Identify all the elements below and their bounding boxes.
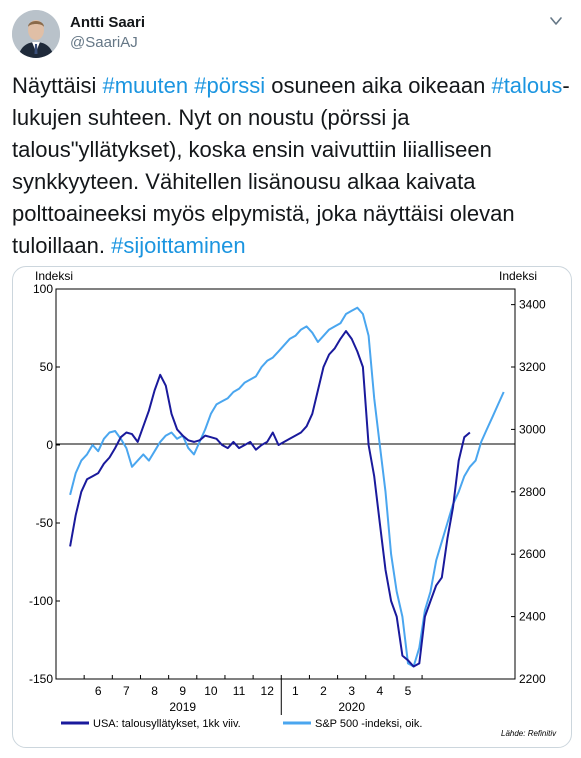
right-tick-label: 3200 (519, 360, 546, 374)
x-tick-label: 11 (233, 684, 246, 698)
series-line-sp500 (69, 306, 505, 668)
tweet-text-segment: osuneen aika oikeaan (265, 73, 492, 98)
plot-frame (55, 288, 516, 680)
avatar[interactable] (12, 10, 60, 58)
x-tick-label: 9 (179, 684, 186, 698)
hashtag-link[interactable]: #sijoittaminen (111, 233, 246, 258)
legend: USA: talousyllätykset, 1kk viiv. S&P 500… (61, 718, 422, 730)
x-tick-label: 1 (292, 684, 299, 698)
right-tick-label: 2400 (519, 610, 546, 624)
right-axis-label: Indeksi (499, 269, 537, 283)
year-label: 2020 (338, 700, 365, 714)
x-tick-label: 2 (320, 684, 327, 698)
x-tick-label: 8 (151, 684, 158, 698)
hashtag-link[interactable]: #muuten (102, 73, 189, 98)
right-tick-label: 3000 (519, 422, 546, 436)
left-tick-label: 50 (40, 360, 54, 374)
x-tick-label: 7 (123, 684, 130, 698)
left-tick-label: -150 (29, 672, 53, 686)
x-tick-label: 5 (405, 684, 412, 698)
chevron-down-icon[interactable] (549, 14, 563, 28)
x-tick-label: 6 (95, 684, 102, 698)
right-tick-label: 3400 (519, 298, 546, 312)
right-tick-label: 2200 (519, 672, 546, 686)
chart-image[interactable]: Indeksi Indeksi 100 50 0 -50 -100 -150 3400 32… (12, 266, 572, 748)
legend-label-sp500: S&P 500 -indeksi, oik. (315, 718, 422, 730)
source-note: Lähde: Refinitiv (501, 729, 557, 738)
tweet-text-segment: -lukujen suhteen. Nyt on noustu (pörssi … (12, 73, 570, 258)
tweet-text: Näyttäisi #muuten #pörssi osuneen aika o… (12, 70, 572, 262)
hashtag-link[interactable]: #pörssi (194, 73, 266, 98)
x-tick-label: 10 (204, 684, 218, 698)
right-tick-label: 2800 (519, 485, 546, 499)
left-tick-label: 0 (46, 438, 53, 452)
year-label: 2019 (169, 700, 196, 714)
x-tick-label: 3 (348, 684, 355, 698)
left-tick-label: -50 (36, 516, 54, 530)
hashtag-link[interactable]: #talous (491, 73, 563, 98)
series-line-usa (69, 330, 471, 668)
tweet-text-segment: Näyttäisi (12, 73, 103, 98)
legend-label-usa: USA: talousyllätykset, 1kk viiv. (93, 718, 241, 730)
author-name[interactable]: Antti Saari (70, 14, 146, 31)
left-tick-label: 100 (33, 282, 53, 296)
left-tick-label: -100 (29, 594, 53, 608)
x-tick-label: 4 (376, 684, 383, 698)
left-axis-label: Indeksi (35, 269, 73, 283)
right-tick-label: 2600 (519, 547, 546, 561)
x-tick-label: 12 (261, 684, 275, 698)
author-handle[interactable]: @SaariAJ (70, 34, 138, 51)
